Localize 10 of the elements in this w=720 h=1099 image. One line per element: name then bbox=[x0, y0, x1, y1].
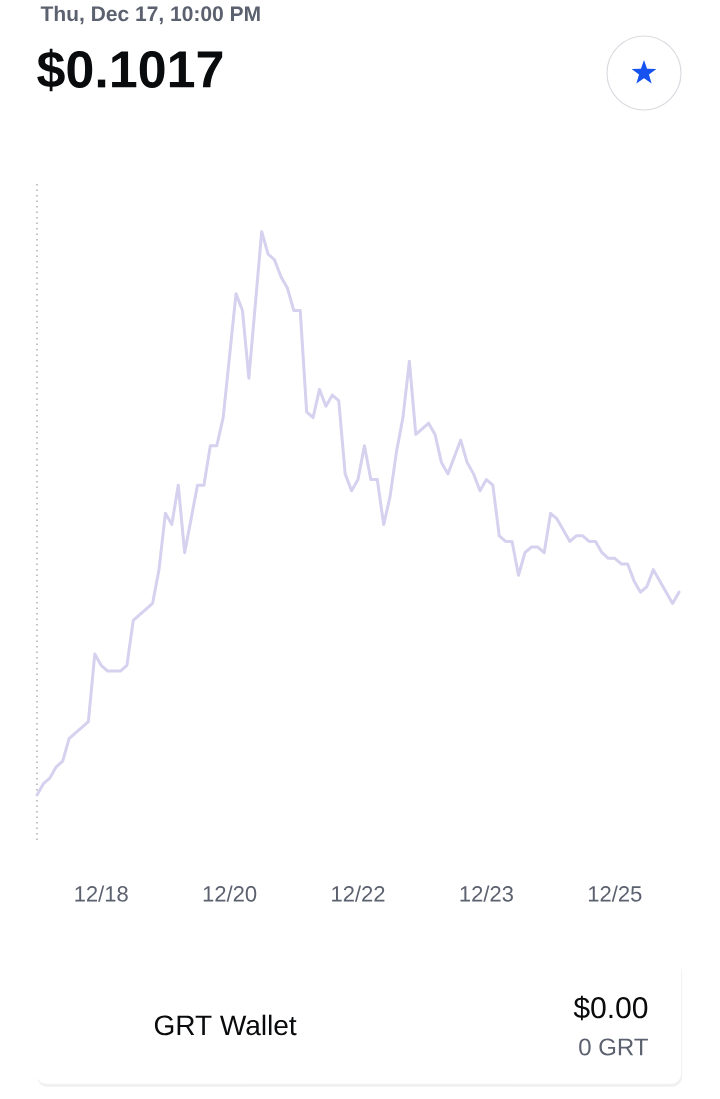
chart-title: Thu, Dec 17, 10:00 PM bbox=[40, 5, 260, 25]
text: GRT Wallet bbox=[154, 1014, 297, 1036]
x-tick-label: 12/25 bbox=[588, 885, 642, 902]
text: $0.00 bbox=[573, 995, 648, 1021]
text: 0 GRT bbox=[579, 1038, 648, 1056]
x-tick-label: 12/22 bbox=[332, 885, 385, 902]
x-tick-label: 12/23 bbox=[460, 885, 513, 902]
chart-subtitle: $0.1017 bbox=[37, 48, 223, 92]
x-tick-label: 12/20 bbox=[203, 885, 257, 902]
x-tick-label: 12/18 bbox=[75, 885, 128, 902]
